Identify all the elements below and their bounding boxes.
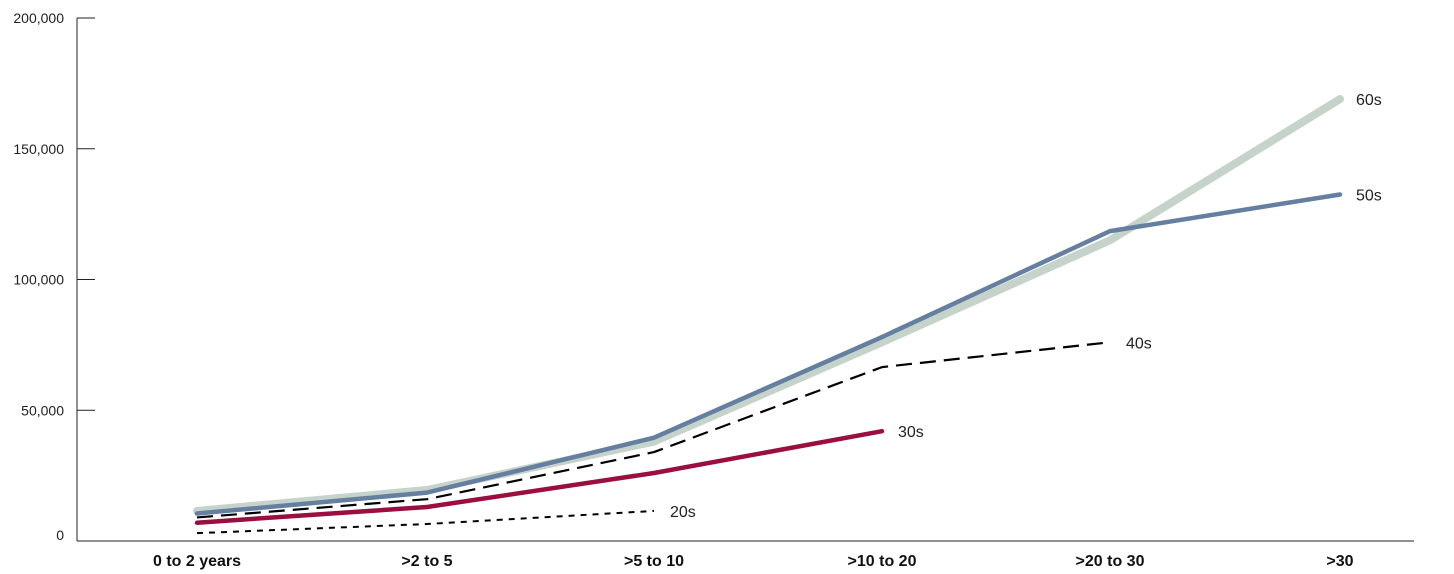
x-tick-label: 0 to 2 years — [153, 553, 241, 570]
series-labels: 60s 50s 40s 30s 20s — [670, 92, 1382, 521]
x-tick-label: >2 to 5 — [401, 553, 452, 570]
series-label-60s: 60s — [1356, 92, 1382, 109]
y-tick-label: 200,000 — [13, 10, 64, 26]
x-tick-label: >10 to 20 — [848, 553, 917, 570]
x-tick-label: >30 — [1326, 553, 1353, 570]
y-ticks: 0 50,000 100,000 150,000 200,000 — [13, 10, 95, 543]
y-tick-label: 100,000 — [13, 272, 64, 288]
y-tick-label: 50,000 — [21, 402, 64, 418]
series-line-40s — [196, 341, 1111, 519]
series-line-20s — [196, 509, 655, 535]
series-lines — [193, 95, 1344, 535]
y-tick-label: 0 — [56, 527, 64, 543]
x-tick-label: >20 to 30 — [1076, 553, 1145, 570]
series-label-20s: 20s — [670, 504, 696, 521]
series-line-60s — [193, 95, 1344, 515]
x-tick-label: >5 to 10 — [624, 553, 684, 570]
series-label-30s: 30s — [898, 424, 924, 441]
x-ticks: 0 to 2 years >2 to 5 >5 to 10 >10 to 20 >20 … — [153, 553, 1354, 570]
axes — [76, 18, 1414, 542]
series-line-30s — [194, 428, 885, 525]
series-label-50s: 50s — [1356, 188, 1382, 205]
y-tick-label: 150,000 — [13, 141, 64, 157]
series-label-40s: 40s — [1126, 335, 1152, 352]
series-line-50s — [194, 192, 1343, 516]
